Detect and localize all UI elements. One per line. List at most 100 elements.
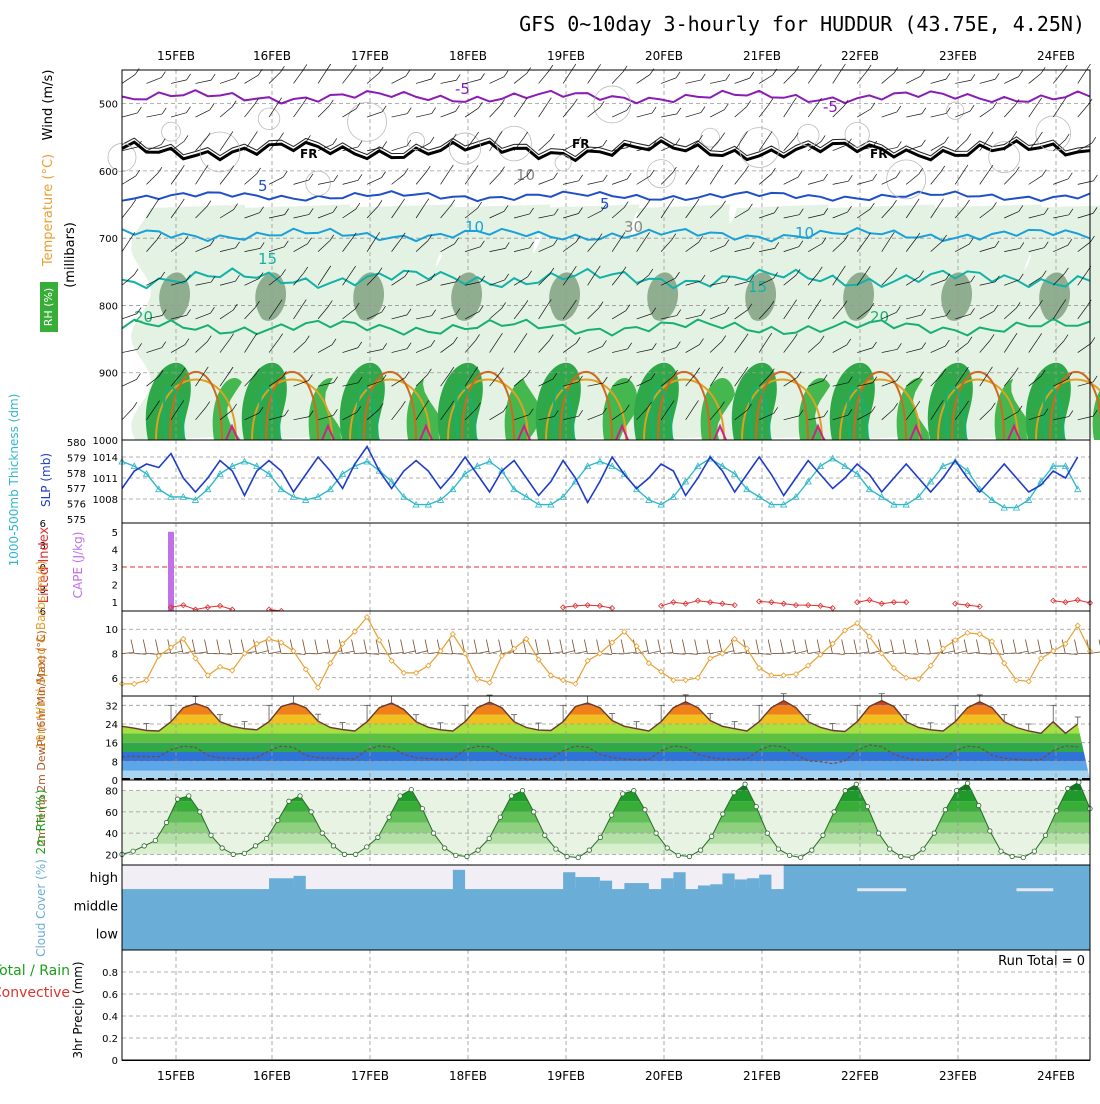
cape-tick: 1 — [112, 598, 118, 609]
rh-point — [253, 844, 257, 848]
thickness-tick: 579 — [67, 453, 86, 464]
wind-barb — [441, 654, 453, 655]
temp-band — [122, 752, 1090, 761]
rh2m-axis-label: 2m RH (%) — [34, 789, 48, 854]
rh-point — [888, 847, 892, 851]
rh-point — [988, 829, 992, 833]
rh-point — [1010, 854, 1014, 858]
bottom-date-17feb: 17FEB — [351, 1069, 389, 1083]
precip-tick: 0.2 — [102, 1034, 118, 1045]
precip-legend-convective: Convective — [0, 985, 70, 1001]
high-cloud-bar — [453, 870, 465, 890]
top-date-17feb: 17FEB — [351, 49, 389, 63]
rh-point — [220, 846, 224, 850]
pressure-tick: 800 — [99, 301, 118, 312]
cloud-row-label-high: high — [90, 871, 118, 886]
rh-point — [654, 831, 658, 835]
rh-point — [376, 835, 380, 839]
rh-point — [832, 810, 836, 814]
contour-label: 5 — [600, 195, 610, 213]
top-date-23feb: 23FEB — [939, 49, 977, 63]
wind-barb-flag — [327, 64, 331, 70]
cloud-row-label-low: low — [96, 928, 119, 943]
top-date-24feb: 24FEB — [1037, 49, 1075, 63]
top-date-15feb: 15FEB — [157, 49, 195, 63]
rh-point — [353, 852, 357, 856]
wind-tick: 6 — [112, 674, 118, 685]
top-date-20feb: 20FEB — [645, 49, 683, 63]
temp-band — [122, 733, 1090, 742]
rh-point — [965, 781, 969, 785]
contour-label: 15 — [748, 278, 767, 296]
wind-barb-flag — [841, 64, 845, 70]
rh-point — [398, 794, 402, 798]
rh-point — [954, 788, 958, 792]
precip-tick: 0.4 — [102, 1012, 118, 1023]
rh-band — [122, 844, 1090, 855]
high-cloud-bar — [735, 879, 747, 890]
wind-barb — [980, 654, 992, 655]
precip-tick: 0.8 — [102, 968, 118, 979]
contour-label: 5 — [258, 177, 268, 195]
pressure-tick: 600 — [99, 167, 118, 178]
rh-point — [520, 788, 524, 792]
slp-panel-bg — [122, 440, 1090, 523]
rh-point — [876, 831, 880, 835]
rh-point — [620, 792, 624, 796]
chart-title: GFS 0~10day 3-hourly for HUDDUR (43.75E,… — [519, 12, 1085, 36]
rh-band — [122, 854, 1090, 865]
rh-panel-top-bg — [122, 780, 1090, 791]
contour-label: 10 — [795, 224, 814, 242]
temp-tick: 16 — [105, 739, 118, 750]
top-date-18feb: 18FEB — [449, 49, 487, 63]
slp-tick: 1011 — [93, 474, 118, 485]
rh-tick: 40 — [105, 829, 118, 840]
rh-point — [454, 853, 458, 857]
rh-point — [476, 848, 480, 852]
wind-barb-flag — [817, 64, 821, 70]
temp-band — [122, 696, 1090, 705]
rh-point — [999, 849, 1003, 853]
rh-point — [643, 808, 647, 812]
rh-point — [131, 849, 135, 853]
rh-point — [676, 853, 680, 857]
rh-point — [743, 782, 747, 786]
rh-point — [554, 847, 558, 851]
rh-point — [899, 854, 903, 858]
temperature-axis-label: Temperature (°C) — [41, 154, 56, 267]
rh-point — [854, 782, 858, 786]
high-cloud-bar — [624, 883, 649, 890]
top-date-16feb: 16FEB — [253, 49, 291, 63]
precip-legend-total: Total / Rain — [0, 963, 70, 979]
rh-point — [687, 854, 691, 858]
precip-panel-bg — [122, 950, 1090, 1060]
bottom-date-23feb: 23FEB — [939, 1069, 977, 1083]
rh-point — [665, 846, 669, 850]
rh-point — [921, 847, 925, 851]
bottom-date-20feb: 20FEB — [645, 1069, 683, 1083]
thickness-tick: 576 — [67, 500, 86, 511]
rh-point — [754, 804, 758, 808]
rh-point — [587, 848, 591, 852]
rh-point — [331, 844, 335, 848]
rh-point — [810, 848, 814, 852]
precip-axis-label: 3hr Precip (mm) — [71, 961, 85, 1058]
temp-band — [122, 724, 1090, 733]
rh-point — [765, 831, 769, 835]
thickness-tick: 577 — [67, 484, 86, 495]
pressure-tick: 1000 — [93, 436, 118, 447]
rh-point — [320, 831, 324, 835]
thickness-tick: 580 — [67, 438, 86, 449]
high-cloud-bar — [575, 877, 600, 890]
wind-tick: 10 — [105, 625, 118, 636]
rh-point — [932, 831, 936, 835]
rh-point — [1043, 833, 1047, 837]
high-cloud-bar — [269, 878, 294, 890]
contour-label: -5 — [823, 98, 838, 116]
high-cloud-bar — [673, 872, 685, 890]
cloud-axis-label: Cloud Cover (%) — [34, 859, 48, 957]
rh-point — [799, 855, 803, 859]
contour-label: FR — [300, 147, 317, 161]
rh-point — [509, 794, 513, 798]
